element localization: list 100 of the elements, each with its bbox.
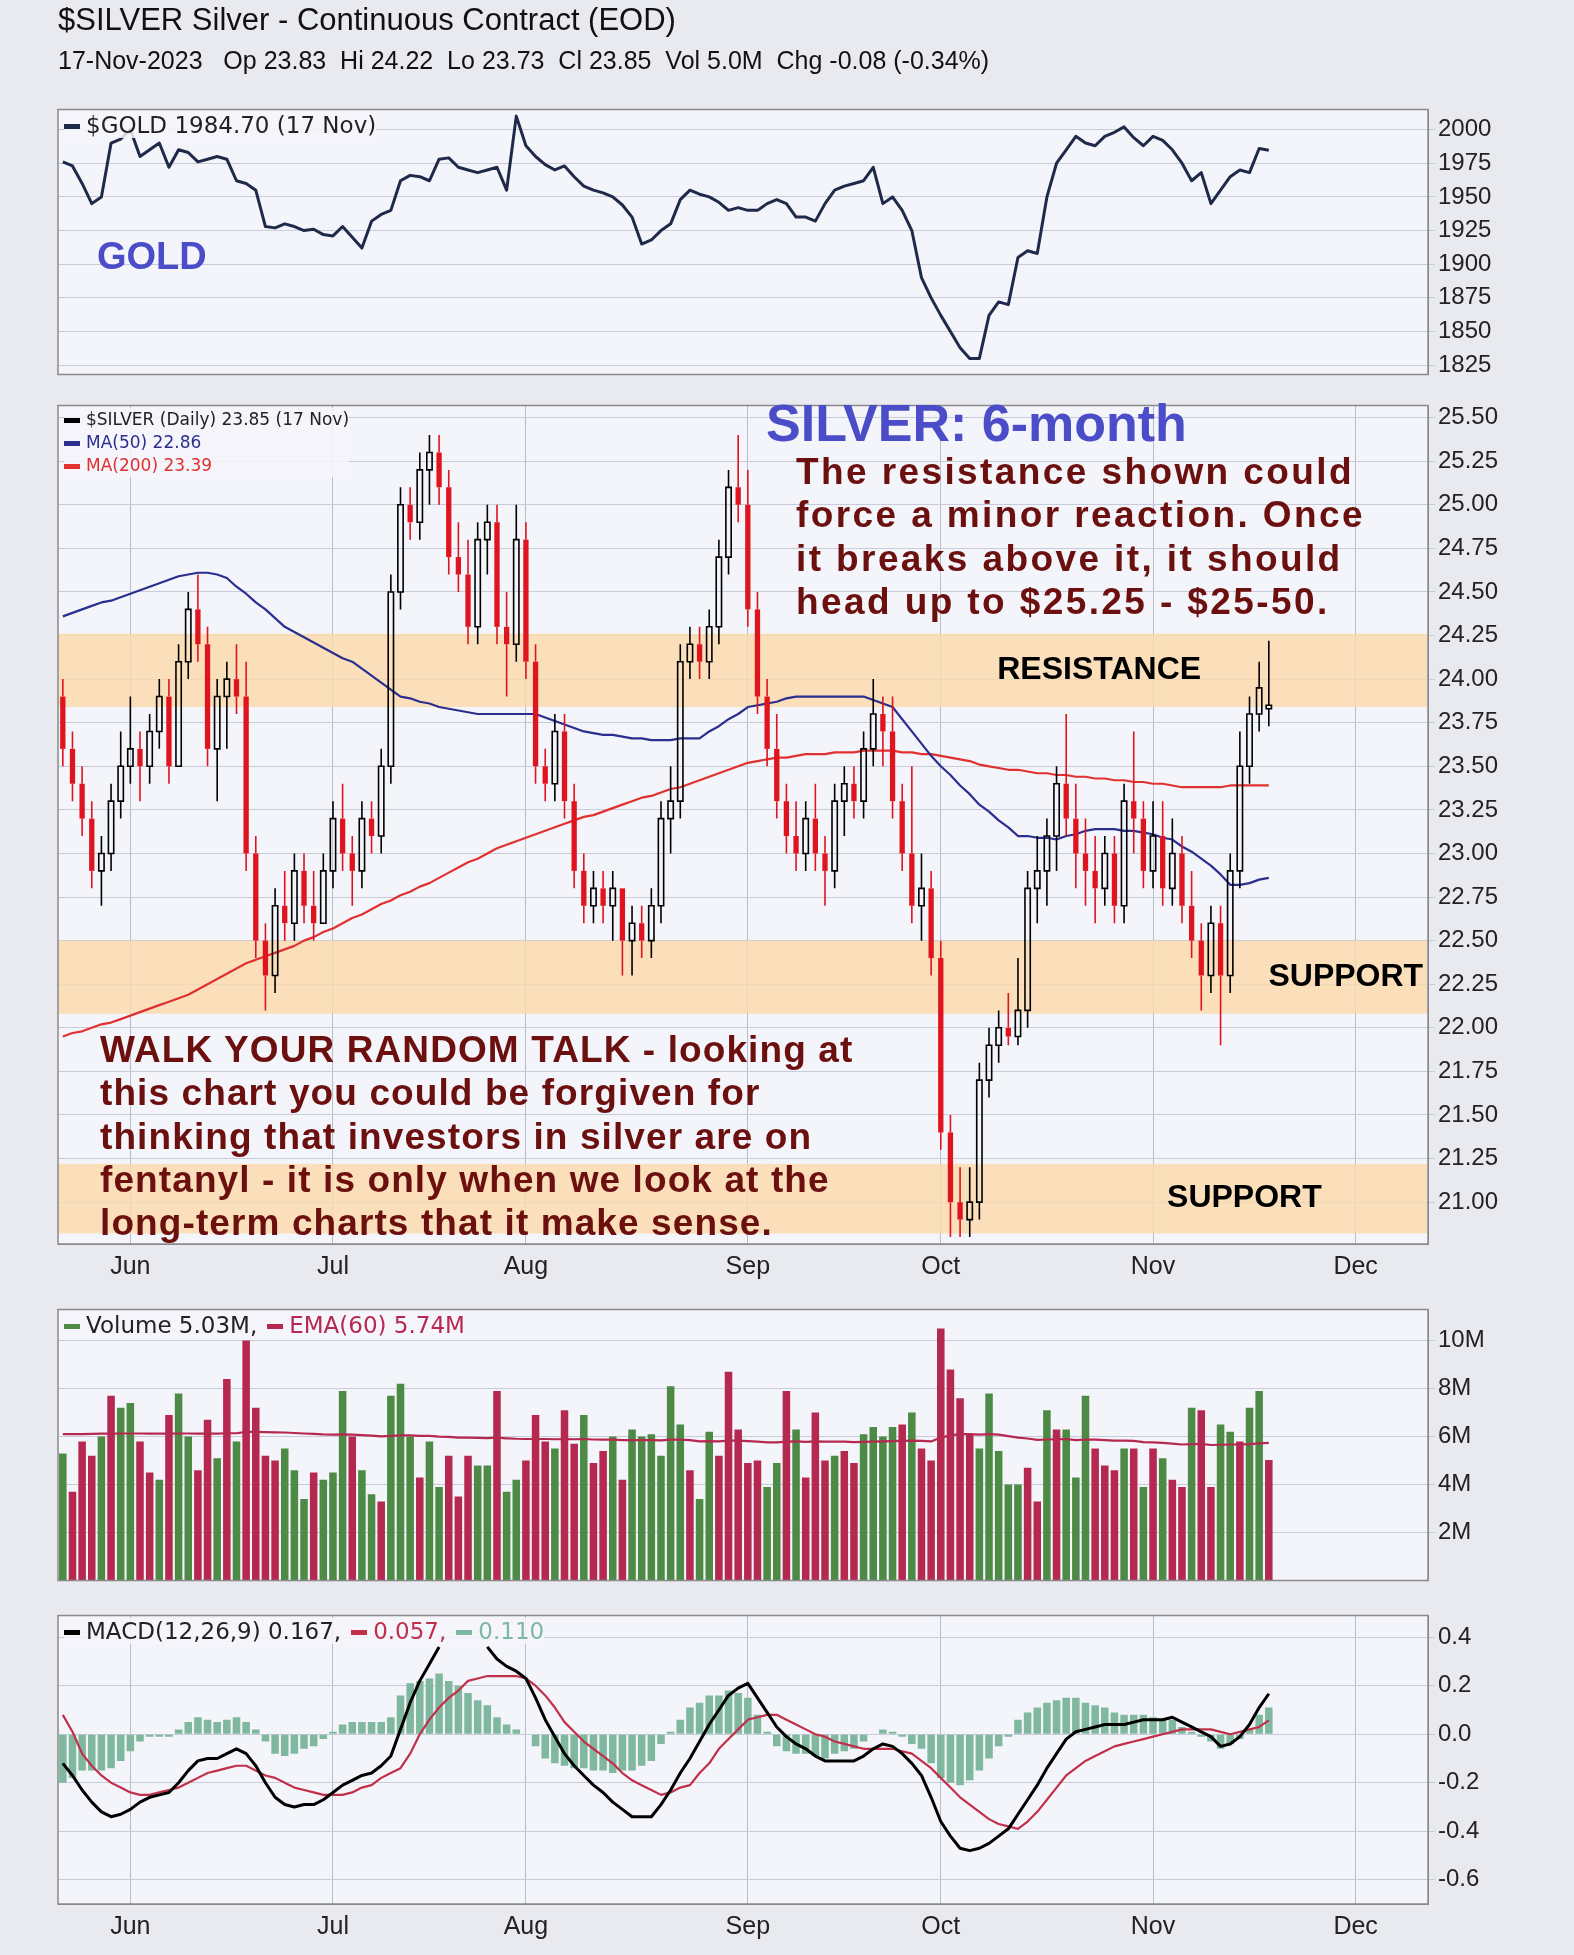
candlestick [735,434,741,524]
bar [155,1479,164,1581]
bar [232,1717,241,1734]
candlestick [223,660,231,750]
bar [994,1451,1003,1581]
bar [676,1719,685,1734]
bar [213,1722,221,1734]
y-tick-label: 1975 [1438,147,1492,175]
bar [608,1734,617,1774]
bar [917,1734,926,1749]
bar [280,1734,289,1757]
bar [657,1734,665,1744]
bar [1207,1487,1215,1581]
candlestick [1111,835,1118,925]
candlestick [880,695,886,768]
bar [686,1470,694,1581]
candlestick [745,469,751,628]
y-tick-label: 0.4 [1438,1621,1472,1649]
bar [483,1705,492,1734]
y-tick-label: 2M [1438,1517,1472,1545]
bar [387,1717,395,1734]
bar [975,1734,984,1771]
bar [502,1724,511,1734]
candlestick [754,591,761,715]
x-tick-label: Sep [725,1250,771,1279]
candlestick [1207,904,1215,994]
candlestick [947,1114,954,1238]
candlestick [339,782,346,872]
y-tick-label: -0.4 [1438,1815,1480,1843]
bar [358,1470,366,1581]
legend-label: MA(200) 23.39 [86,455,213,476]
candlestick [1198,922,1204,1012]
bar [1178,1487,1186,1581]
y-tick-label: 22.00 [1438,1012,1499,1040]
band-label: SUPPORT [1268,957,1424,994]
candlestick [1265,639,1273,727]
candlestick [783,782,790,855]
bar [97,1436,106,1581]
bar [773,1734,781,1747]
candlestick [725,469,732,576]
bar [859,1734,868,1742]
candlestick [590,870,597,925]
bar [483,1465,492,1581]
legend-label: EMA(60) 5.74M [289,1312,465,1339]
y-tick-label: 10M [1438,1325,1485,1353]
candlestick [329,800,337,890]
x-tick-label: Oct [921,1250,961,1279]
legend-label: MA(50) 22.86 [86,432,202,453]
x-tick-label: Aug [503,1910,549,1939]
bar [290,1470,299,1581]
y-tick-label: 24.50 [1438,576,1499,604]
candlestick [1188,870,1195,959]
bar [174,1729,183,1734]
candlestick [97,835,105,907]
y-tick-label: 22.75 [1438,881,1499,909]
candlestick [69,730,76,802]
bar [608,1436,617,1581]
bar [367,1722,376,1734]
bar [937,1734,945,1778]
bar [551,1448,559,1581]
bar [464,1693,472,1734]
bar [956,1734,964,1786]
bar [464,1455,472,1581]
y-tick-label: 21.25 [1438,1143,1499,1171]
candlestick [774,713,780,820]
bar [589,1463,598,1581]
bar [1168,1479,1177,1581]
candlestick [764,678,770,768]
candlestick [195,573,201,663]
bar [859,1434,868,1581]
candlestick [1024,870,1032,1029]
candlestick [793,800,799,872]
bar [734,1693,742,1734]
bar [773,1463,781,1581]
candlestick [79,765,85,837]
candlestick [1005,992,1011,1047]
bar [618,1479,627,1581]
bar [435,1487,443,1581]
candlestick [243,660,249,872]
candlestick [667,765,675,855]
candlestick [985,1027,993,1099]
bar [1120,1448,1128,1581]
bar [184,1722,193,1734]
bar [753,1460,762,1581]
candlestick [1092,835,1098,925]
candlestick [686,626,694,680]
candlestick [349,835,355,907]
y-tick-label: 21.50 [1438,1099,1499,1127]
bar [232,1441,241,1581]
bar [1139,1487,1148,1581]
candlestick [975,1061,983,1221]
bar [1043,1410,1051,1581]
y-tick-label: 25.50 [1438,402,1499,430]
bar [300,1499,308,1581]
candlestick [957,1166,963,1238]
bar [792,1429,800,1581]
bar [444,1455,453,1581]
bar [348,1722,357,1734]
candlestick [416,451,424,541]
bar [676,1424,685,1581]
